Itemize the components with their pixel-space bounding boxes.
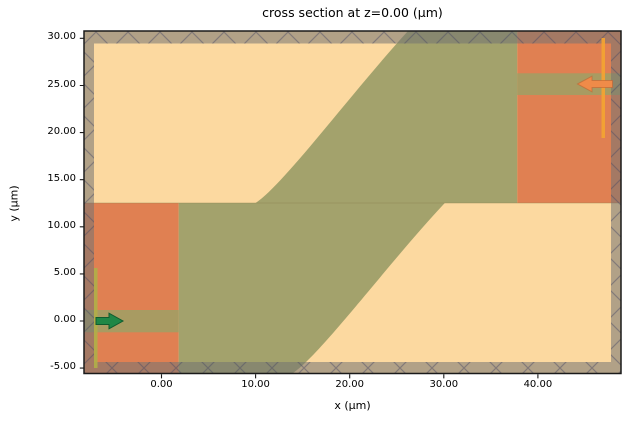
- sbend-slab-region: [178, 31, 518, 374]
- x-tick-label: 0.00: [150, 379, 173, 390]
- y-tick-label: 10.00: [47, 219, 76, 231]
- monitor-arrow-icon: [576, 75, 613, 93]
- y-tick-label: 15.00: [47, 172, 76, 184]
- output-cladding-block: [517, 31, 621, 203]
- axes-spines: [83, 30, 622, 375]
- x-tick-label: 40.00: [523, 379, 553, 390]
- y-tick-label: 25.00: [47, 78, 76, 90]
- y-tick-label: 0.00: [53, 314, 76, 325]
- pml-boundary-overlay: [84, 31, 621, 374]
- x-tick-label: 10.00: [241, 379, 270, 390]
- plot-title: cross section at z=0.00 (μm): [262, 5, 443, 20]
- y-tick-label: 20.00: [47, 125, 76, 137]
- input-waveguide-strip: [84, 310, 179, 333]
- x-tick-marks: [160, 374, 539, 379]
- source-arrow-icon: [95, 312, 125, 330]
- y-tick-marks: [79, 37, 84, 369]
- y-tick-label: -5.00: [50, 361, 76, 373]
- y-tick-label: 30.00: [47, 31, 76, 43]
- input-cladding-block: [84, 203, 179, 374]
- x-axis-label: x (μm): [334, 399, 371, 412]
- y-axis-label: y (μm): [7, 185, 21, 222]
- output-waveguide-strip: [517, 73, 621, 95]
- y-tick-label: 5.00: [53, 266, 76, 278]
- x-tick-label: 20.00: [335, 379, 364, 390]
- x-tick-label: 30.00: [429, 379, 459, 390]
